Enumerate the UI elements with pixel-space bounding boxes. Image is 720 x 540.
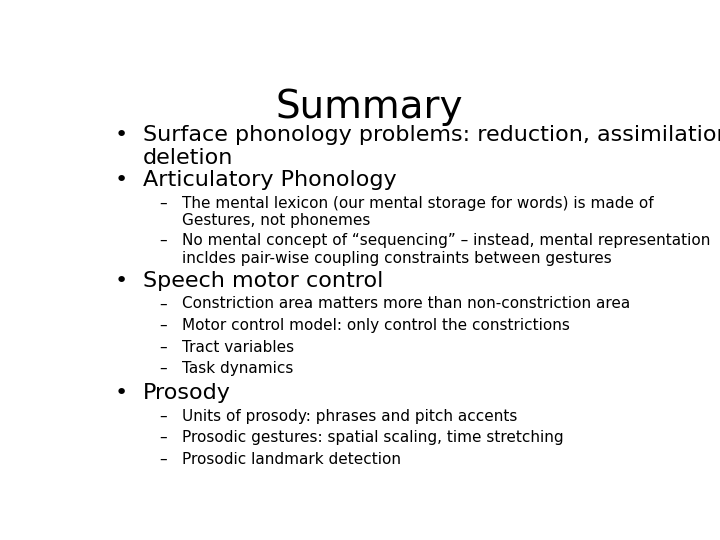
Text: Motor control model: only control the constrictions: Motor control model: only control the co… (182, 318, 570, 333)
Text: •: • (115, 170, 128, 190)
Text: Prosodic gestures: spatial scaling, time stretching: Prosodic gestures: spatial scaling, time… (182, 430, 564, 445)
Text: –: – (160, 430, 167, 445)
Text: •: • (115, 125, 128, 145)
Text: •: • (115, 383, 128, 403)
Text: Surface phonology problems: reduction, assimilation,
deletion: Surface phonology problems: reduction, a… (143, 125, 720, 168)
Text: –: – (160, 340, 167, 355)
Text: –: – (160, 361, 167, 376)
Text: –: – (160, 318, 167, 333)
Text: Articulatory Phonology: Articulatory Phonology (143, 170, 397, 190)
Text: –: – (160, 296, 167, 312)
Text: Tract variables: Tract variables (182, 340, 294, 355)
Text: –: – (160, 196, 167, 211)
Text: Task dynamics: Task dynamics (182, 361, 294, 376)
Text: Units of prosody: phrases and pitch accents: Units of prosody: phrases and pitch acce… (182, 409, 518, 424)
Text: Speech motor control: Speech motor control (143, 271, 383, 291)
Text: Summary: Summary (275, 87, 463, 126)
Text: –: – (160, 233, 167, 248)
Text: Prosody: Prosody (143, 383, 231, 403)
Text: –: – (160, 409, 167, 424)
Text: The mental lexicon (our mental storage for words) is made of
Gestures, not phone: The mental lexicon (our mental storage f… (182, 196, 654, 228)
Text: •: • (115, 271, 128, 291)
Text: No mental concept of “sequencing” – instead, mental representation
incldes pair-: No mental concept of “sequencing” – inst… (182, 233, 711, 266)
Text: –: – (160, 452, 167, 467)
Text: Constriction area matters more than non-constriction area: Constriction area matters more than non-… (182, 296, 630, 312)
Text: Prosodic landmark detection: Prosodic landmark detection (182, 452, 401, 467)
